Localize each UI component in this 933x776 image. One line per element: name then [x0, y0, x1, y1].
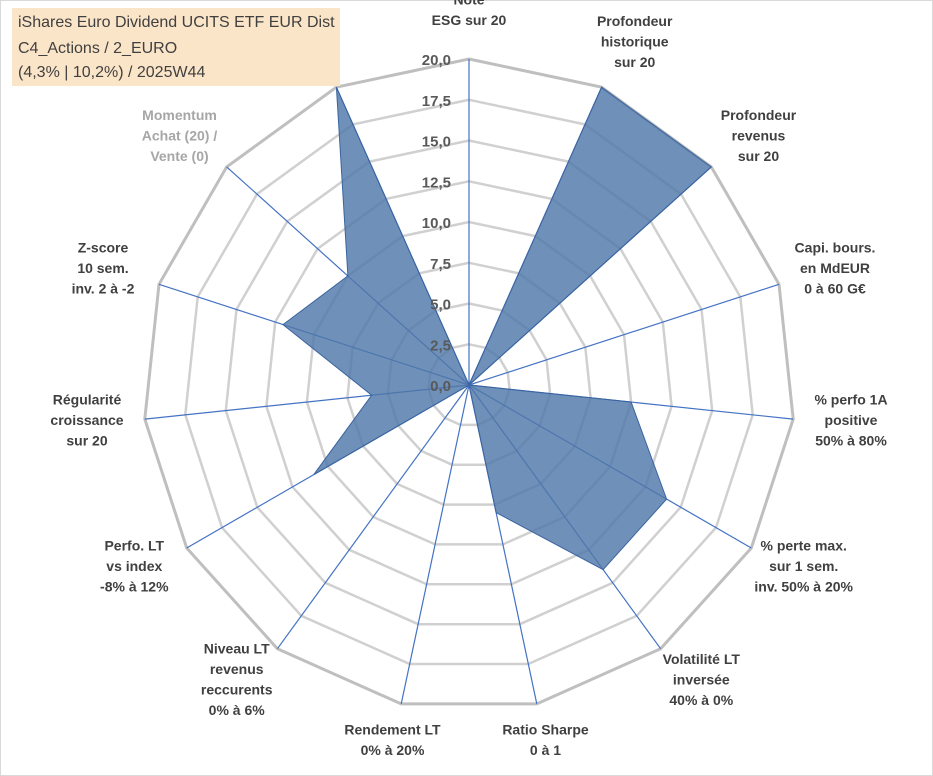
axis-label-line: revenus	[732, 128, 786, 144]
axis-label-3: Capi. bours. en MdEUR 0 à 60 G€	[795, 240, 876, 297]
axis-label-line: sur 20	[614, 54, 655, 70]
grid-ring-7	[184, 98, 754, 666]
axis-label-line: % perfo 1A	[814, 392, 887, 408]
axis-label-line: 0% à 6%	[209, 702, 266, 718]
radar-axis-labels: Note ESG sur 20 Profondeur historique sur 20…	[50, 0, 887, 758]
axis-label-line: 10 sem.	[77, 260, 128, 276]
title-box: iShares Euro Dividend UCITS ETF EUR Dist…	[12, 8, 340, 86]
axis-label-5: % perte max. sur 1 sem. inv. 50% à 20%	[754, 537, 853, 594]
title-line-category: C4_Actions / 2_EURO	[18, 40, 178, 57]
grid-ring-5	[265, 180, 673, 586]
axis-label-0: Note ESG sur 20	[432, 0, 507, 28]
axis-label-line: croissance	[50, 412, 123, 428]
axis-label-6: Volatilité LT inversée 40% à 0%	[663, 651, 741, 708]
axis-label-line: 0 à 60 G€	[804, 281, 866, 297]
tick-label-6: 15,0	[422, 134, 451, 151]
axis-label-line: vs index	[106, 558, 162, 574]
axis-label-line: inv. 50% à 20%	[754, 578, 853, 594]
axis-label-line: 40% à 0%	[669, 692, 733, 708]
axis-spoke-9	[276, 384, 470, 650]
axis-label-4: % perfo 1A positive 50% à 80%	[814, 392, 887, 449]
series-area-score	[282, 86, 713, 571]
axis-spoke-3	[468, 283, 780, 386]
axis-label-12: Z-score 10 sem. inv. 2 à -2	[72, 240, 135, 297]
axis-label-13: Momentum Achat (20) / Vente (0)	[142, 107, 218, 164]
axis-label-1: Profondeur historique sur 20	[597, 13, 673, 70]
axis-label-line: sur 20	[738, 148, 779, 164]
axis-label-line: Vente (0)	[150, 148, 208, 164]
axis-label-line: en MdEUR	[800, 260, 870, 276]
axis-label-line: Niveau LT	[204, 641, 270, 657]
grid-ring-8	[143, 57, 795, 706]
axis-label-line: 50% à 80%	[815, 433, 887, 449]
title-line-period: (4,3% | 10,2%) / 2025W44	[18, 64, 206, 81]
axis-label-line: sur 1 sem.	[769, 558, 838, 574]
axis-label-line: ESG sur 20	[432, 12, 507, 28]
axis-label-line: inversée	[673, 672, 730, 688]
radar-tick-labels: 0,0 2,5 5,0 7,5 10,0 12,5 15,0 17,5 20,0	[422, 52, 451, 395]
axis-label-line: inv. 2 à -2	[72, 281, 135, 297]
axis-label-line: Perfo. LT	[104, 537, 164, 553]
axis-label-line: Profondeur	[721, 107, 797, 123]
axis-label-line: Volatilité LT	[663, 651, 741, 667]
axis-label-10: Perfo. LT vs index -8% à 12%	[100, 537, 169, 594]
tick-label-4: 10,0	[422, 215, 451, 232]
axis-label-7: Ratio Sharpe 0 à 1	[502, 722, 589, 759]
axis-label-line: revenus	[210, 661, 264, 677]
grid-ring-6	[224, 139, 714, 626]
axis-label-line: sur 20	[66, 433, 107, 449]
axis-label-line: Note	[453, 0, 484, 8]
axis-label-line: reccurents	[201, 682, 273, 698]
axis-label-line: Ratio Sharpe	[502, 722, 589, 738]
axis-label-8: Rendement LT 0% à 20%	[344, 722, 441, 759]
axis-label-line: Profondeur	[597, 13, 673, 29]
axis-label-line: Achat (20) /	[142, 128, 218, 144]
axis-label-2: Profondeur revenus sur 20	[721, 107, 797, 164]
tick-label-1: 2,5	[430, 337, 451, 354]
tick-label-8: 20,0	[422, 52, 451, 69]
title-line-fund-name: iShares Euro Dividend UCITS ETF EUR Dist	[18, 14, 335, 31]
axis-label-9: Niveau LT revenus reccurents 0% à 6%	[201, 641, 273, 719]
axis-label-line: % perte max.	[761, 537, 847, 553]
tick-label-0: 0,0	[430, 378, 451, 395]
axis-spoke-8	[400, 384, 470, 705]
tick-label-7: 17,5	[422, 93, 451, 110]
axis-label-11: Régularité croissance sur 20	[50, 392, 123, 449]
tick-label-2: 5,0	[430, 297, 451, 314]
axis-label-line: Momentum	[142, 107, 217, 123]
axis-label-line: 0 à 1	[530, 742, 561, 758]
axis-label-line: Rendement LT	[344, 722, 441, 738]
axis-label-line: Capi. bours.	[795, 240, 876, 256]
axis-label-line: -8% à 12%	[100, 578, 169, 594]
axis-label-line: historique	[601, 34, 669, 50]
axis-label-line: Régularité	[53, 392, 122, 408]
radar-series	[282, 86, 713, 571]
tick-label-3: 7,5	[430, 256, 451, 273]
axis-label-line: 0% à 20%	[361, 742, 425, 758]
axis-label-line: positive	[825, 412, 878, 428]
axis-label-line: Z-score	[78, 240, 129, 256]
tick-label-5: 12,5	[422, 174, 451, 191]
